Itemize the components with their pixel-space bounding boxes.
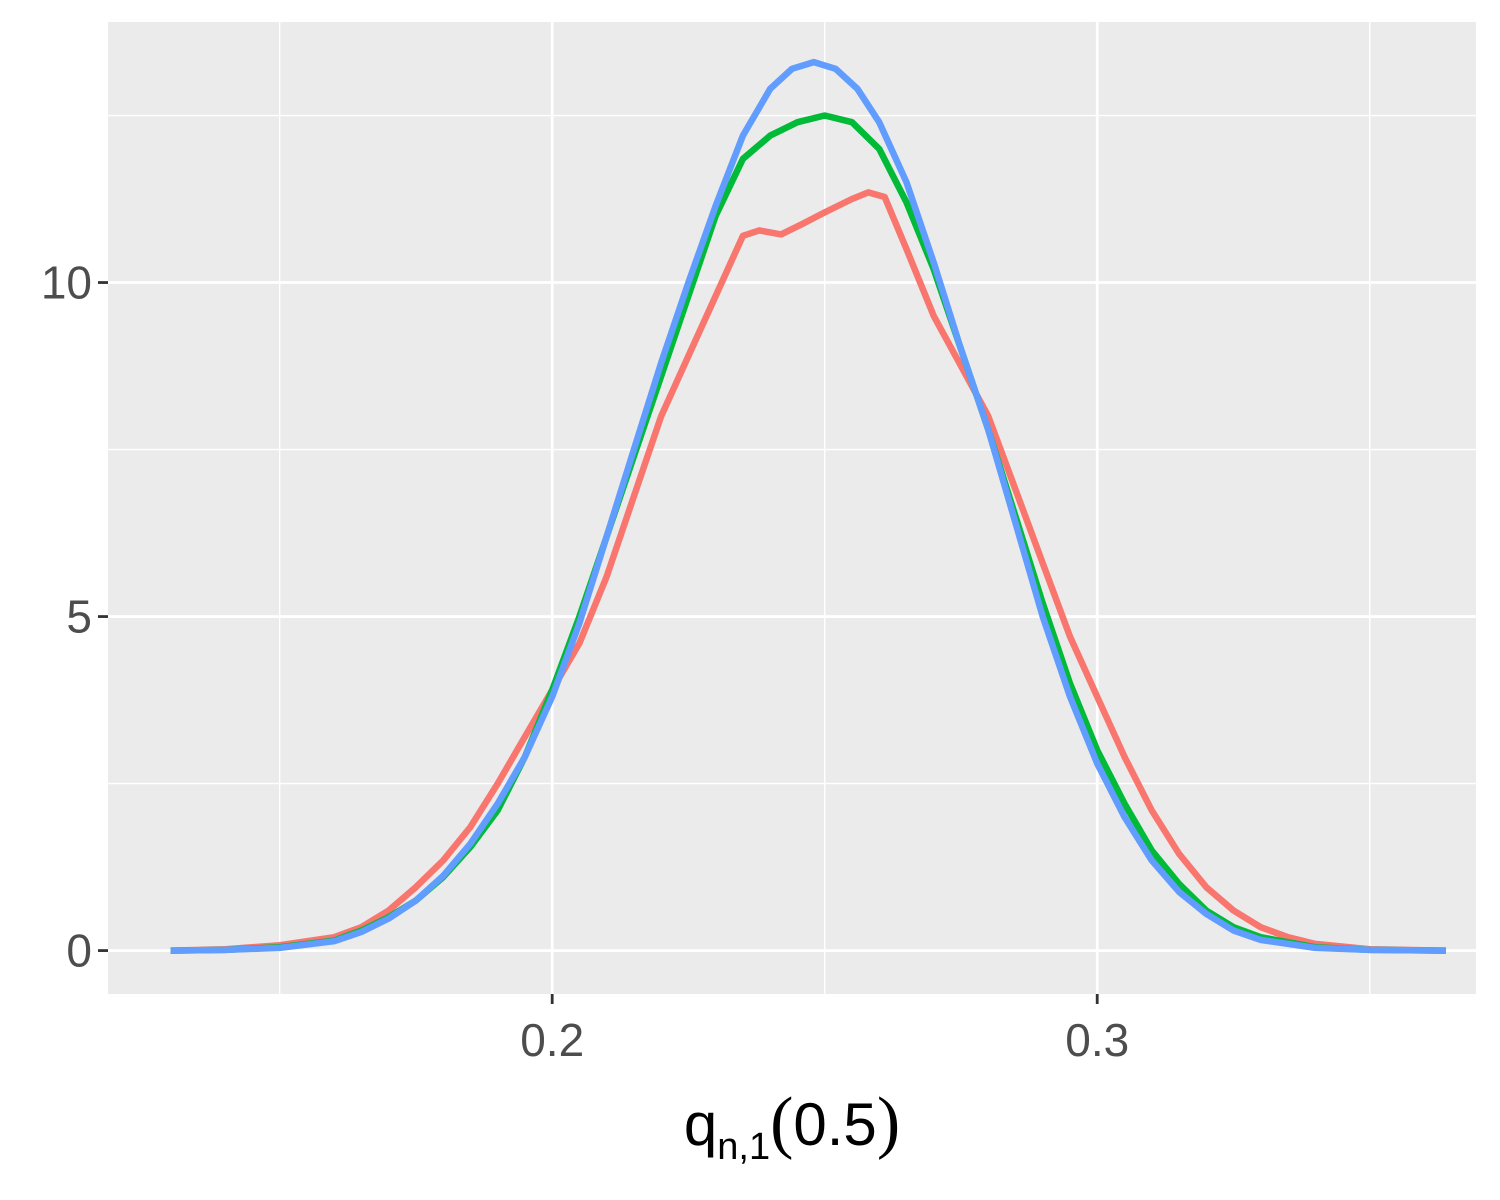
y-tick-label: 0	[66, 925, 92, 977]
x-axis-title-subscript: n,1	[717, 1126, 770, 1168]
minor-gridlines	[108, 22, 1476, 994]
x-axis: 0.2 0.3	[520, 994, 1129, 1066]
y-axis: 0 5 10	[41, 257, 108, 977]
x-tick-label: 0.2	[520, 1014, 584, 1066]
plot-panel	[108, 22, 1476, 994]
x-axis-title-close-paren: )	[877, 1084, 900, 1161]
x-axis-title-base: q	[684, 1091, 717, 1158]
y-tick-label: 10	[41, 257, 92, 309]
density-curve-3	[170, 58, 1447, 954]
x-axis-title: qn,1(0.5)	[684, 1084, 900, 1168]
x-tick-label: 0.3	[1065, 1014, 1129, 1066]
x-axis-title-open-paren: (	[770, 1084, 793, 1161]
density-curve-1	[170, 189, 1447, 954]
x-axis-title-argument: 0.5	[793, 1091, 876, 1158]
density-curves	[170, 58, 1447, 954]
major-gridlines	[108, 22, 1476, 994]
y-tick-label: 5	[66, 591, 92, 643]
